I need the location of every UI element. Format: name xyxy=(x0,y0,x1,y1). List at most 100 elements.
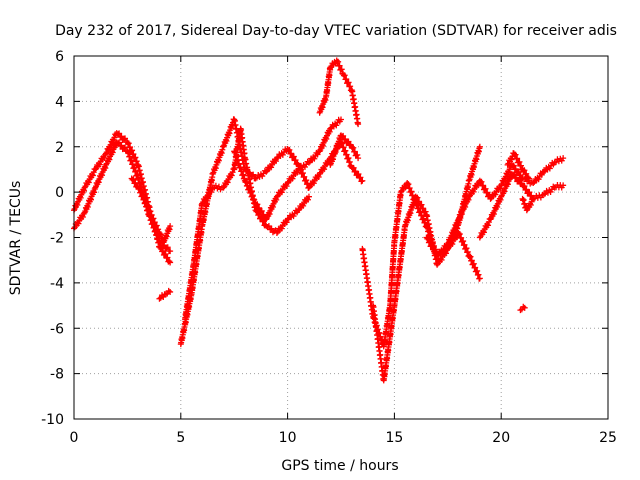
data-marker xyxy=(458,234,465,241)
data-marker xyxy=(109,149,116,156)
data-point xyxy=(167,288,174,295)
data-marker xyxy=(315,174,322,181)
data-marker xyxy=(542,190,549,197)
data-marker xyxy=(133,158,140,165)
data-marker xyxy=(416,198,423,205)
data-marker xyxy=(504,181,511,188)
data-marker xyxy=(278,189,285,196)
data-marker xyxy=(132,179,139,186)
axes-layer: 0 5 10 15 20 25 -10 -8 -6 -4 -2 0 2 4 6 xyxy=(41,49,617,446)
data-point xyxy=(305,193,312,200)
series-track-g xyxy=(231,116,344,223)
data-marker xyxy=(304,196,311,203)
data-marker xyxy=(345,79,352,86)
data-marker xyxy=(129,147,136,154)
data-marker xyxy=(418,201,425,208)
series-track-e xyxy=(177,116,366,348)
data-marker xyxy=(144,203,151,210)
data-point xyxy=(284,180,291,187)
data-marker xyxy=(485,222,492,229)
data-marker xyxy=(420,205,427,212)
data-point xyxy=(560,155,567,162)
data-marker xyxy=(515,177,522,184)
data-marker xyxy=(513,174,520,181)
data-marker xyxy=(438,256,445,263)
data-marker xyxy=(153,222,160,229)
data-marker xyxy=(256,173,263,180)
data-marker xyxy=(494,203,501,210)
data-marker xyxy=(521,167,528,174)
y-tick-label: -10 xyxy=(41,412,64,428)
data-marker xyxy=(462,203,469,210)
data-marker xyxy=(464,248,471,255)
data-marker xyxy=(516,177,523,184)
series-track-b xyxy=(71,139,174,255)
data-marker xyxy=(89,172,96,179)
data-marker xyxy=(414,194,421,201)
data-marker xyxy=(512,151,519,158)
data-marker xyxy=(511,171,518,178)
data-point xyxy=(540,168,547,175)
data-marker xyxy=(296,165,303,172)
data-marker xyxy=(338,66,345,73)
y-tick-label: -2 xyxy=(50,231,64,247)
data-point xyxy=(305,184,312,191)
data-marker xyxy=(443,250,450,257)
data-marker xyxy=(514,155,521,162)
data-marker xyxy=(340,132,347,139)
data-marker xyxy=(430,246,437,253)
data-marker xyxy=(352,168,359,175)
data-marker xyxy=(283,219,290,226)
data-marker xyxy=(442,244,449,251)
data-point xyxy=(338,116,344,123)
data-marker xyxy=(351,148,358,155)
data-marker xyxy=(95,179,102,186)
data-marker xyxy=(517,172,524,179)
data-marker xyxy=(350,144,357,151)
data-point xyxy=(434,261,441,268)
data-marker xyxy=(259,173,266,180)
data-marker xyxy=(490,211,497,218)
x-axis-label: GPS time / hours xyxy=(281,458,398,474)
data-point xyxy=(199,200,206,207)
data-marker xyxy=(244,182,251,189)
data-point xyxy=(521,304,528,311)
data-marker xyxy=(127,143,134,150)
data-marker xyxy=(77,194,84,201)
data-marker xyxy=(465,196,472,203)
x-tick-label: 10 xyxy=(279,430,297,446)
data-point xyxy=(466,193,473,200)
data-marker xyxy=(256,204,263,211)
data-marker xyxy=(99,172,106,179)
series-track-f xyxy=(182,125,312,323)
data-marker xyxy=(526,189,533,196)
data-point xyxy=(252,175,259,182)
data-marker xyxy=(525,174,532,181)
data-point xyxy=(92,166,99,173)
data-marker xyxy=(357,174,364,181)
data-marker xyxy=(224,179,231,186)
data-marker xyxy=(544,189,551,196)
data-point xyxy=(476,143,483,150)
data-point xyxy=(167,259,174,266)
data-marker xyxy=(497,196,504,203)
data-point xyxy=(540,191,547,198)
data-point xyxy=(476,275,483,282)
data-marker xyxy=(463,245,470,252)
data-marker xyxy=(96,161,103,168)
data-marker xyxy=(342,136,349,143)
series-track-i xyxy=(327,132,362,168)
data-marker xyxy=(508,156,515,163)
data-marker xyxy=(439,248,446,255)
data-marker xyxy=(345,138,352,145)
data-marker xyxy=(289,175,296,182)
series-track-c xyxy=(128,175,174,246)
x-tick-label: 25 xyxy=(599,430,617,446)
data-marker xyxy=(249,192,256,199)
data-marker xyxy=(456,230,463,237)
data-point xyxy=(295,207,302,214)
data-point xyxy=(273,193,280,200)
data-marker xyxy=(279,151,286,158)
data-marker xyxy=(251,196,258,203)
data-marker xyxy=(85,179,92,186)
